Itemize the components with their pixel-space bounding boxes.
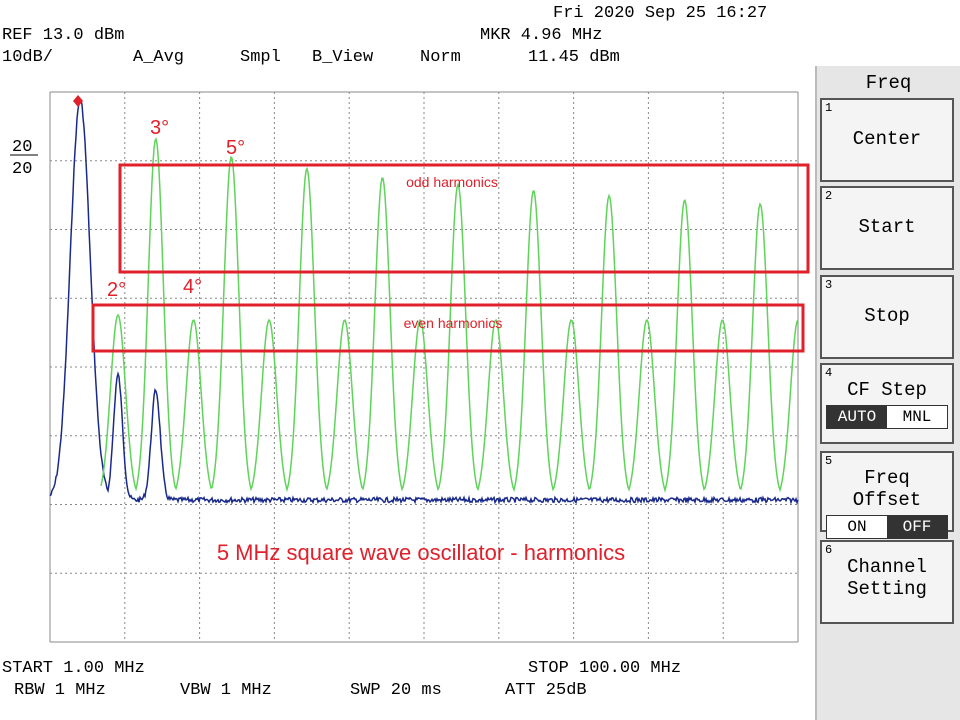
vbw: VBW 1 MHz — [180, 681, 272, 700]
annotation: 5° — [226, 137, 245, 159]
menu-button[interactable]: 4 CF Step AUTO MNL — [820, 363, 954, 444]
view: B_View — [312, 48, 374, 67]
analyzer-display: Fri 2020 Sep 25 16:27 REF 13.0 dBm MKR 4… — [0, 0, 815, 720]
avg: A_Avg — [133, 48, 184, 67]
datetime: Fri 2020 Sep 25 16:27 — [553, 4, 767, 23]
background — [0, 0, 815, 720]
annotation: 2° — [107, 279, 126, 301]
button-number: 2 — [825, 189, 833, 203]
option[interactable]: ON — [827, 516, 887, 538]
annotation: odd harmonics — [406, 174, 498, 190]
attenuation: ATT 25dB — [505, 681, 587, 700]
menu-button[interactable]: 6 Channel Setting — [820, 540, 954, 624]
left-label: 20 — [12, 160, 32, 179]
option[interactable]: OFF — [887, 516, 947, 538]
menu-button[interactable]: 2 Start — [820, 186, 954, 270]
menu-button[interactable]: 5 Freq Offset ON OFF — [820, 451, 954, 539]
button-label: Start — [858, 216, 916, 238]
marker-level: 11.45 dBm — [528, 48, 620, 67]
stop-freq: STOP 100.00 MHz — [528, 659, 681, 678]
button-label: Center — [852, 128, 922, 150]
button-label: Stop — [864, 305, 910, 327]
button-label: Channel Setting — [847, 556, 927, 600]
annotation: even harmonics — [404, 315, 503, 331]
button-label: Freq Offset — [852, 467, 922, 511]
button-number: 4 — [825, 366, 833, 380]
option-group: AUTO MNL — [826, 405, 948, 429]
button-number: 3 — [825, 278, 833, 292]
trace-a — [100, 136, 799, 494]
option-group: ON OFF — [826, 515, 948, 539]
sample: Smpl — [240, 48, 281, 67]
marker — [73, 95, 83, 107]
caption: 5 MHz square wave oscillator - harmonics — [217, 540, 625, 565]
sweep: SWP 20 ms — [350, 681, 442, 700]
even-box — [91, 303, 805, 353]
option[interactable]: AUTO — [827, 406, 887, 428]
odd-box — [118, 163, 810, 274]
menu-button[interactable]: 1 Center — [820, 98, 954, 182]
ref-level: REF 13.0 dBm — [2, 26, 124, 45]
menu-button[interactable]: 3 Stop — [820, 275, 954, 359]
menu-panel: Freq 1 Center 2 Start 3 Stop 4 CF Step AUTO MNL 5 F… — [815, 66, 960, 720]
option[interactable]: MNL — [887, 406, 947, 428]
button-label: CF Step — [847, 379, 927, 401]
rbw: RBW 1 MHz — [14, 681, 106, 700]
button-number: 1 — [825, 101, 833, 115]
scale: 10dB/ — [2, 48, 53, 67]
button-number: 6 — [825, 543, 833, 557]
trace-b — [49, 98, 799, 505]
left-label: 20 — [12, 138, 32, 157]
mode: Norm — [420, 48, 461, 67]
annotation: 3° — [150, 117, 169, 139]
annotation: 4° — [183, 276, 202, 298]
marker-freq: MKR 4.96 MHz — [480, 26, 602, 45]
menu-title: Freq — [865, 72, 912, 94]
button-number: 5 — [825, 454, 833, 468]
start-freq: START 1.00 MHz — [2, 659, 145, 678]
